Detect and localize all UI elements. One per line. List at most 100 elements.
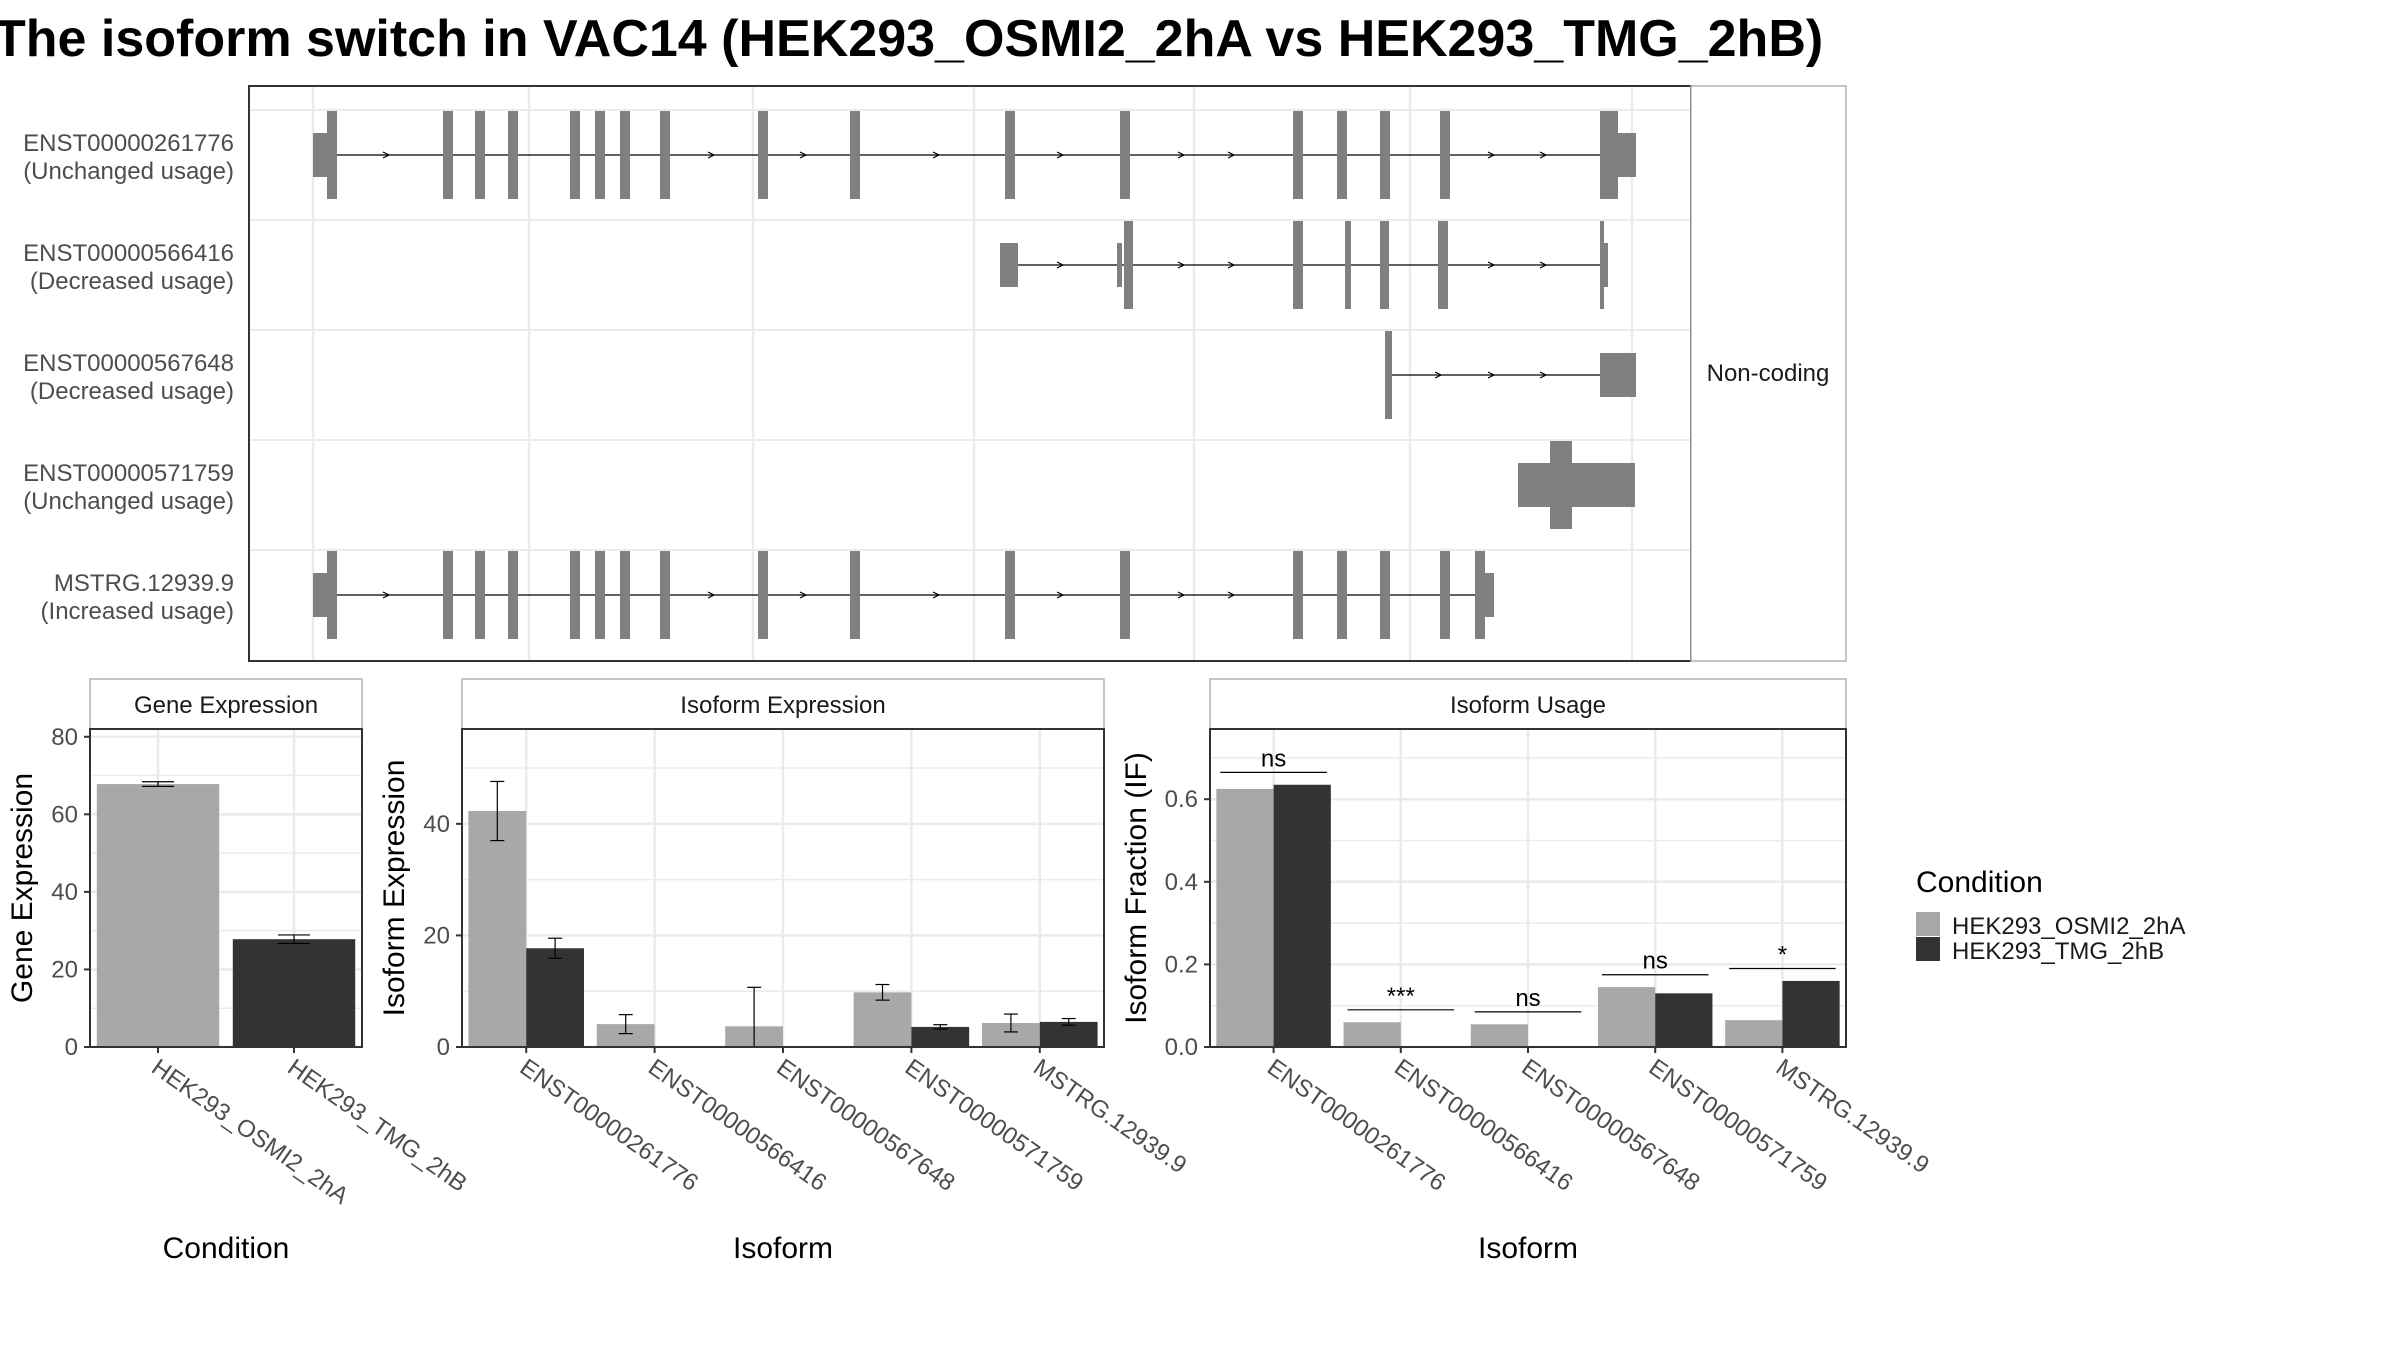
iso-expr-bars: [468, 780, 1098, 1048]
iso-usage-significance-label: *: [1778, 942, 1787, 969]
iso-expr-bar: [982, 1023, 1040, 1047]
iso-usage-y-ticks: 0.0 0.2 0.4 0.6: [1165, 786, 1210, 1061]
iso-usage-bar: [1273, 784, 1331, 1047]
coding-exon: [620, 551, 630, 639]
transcript-usage-label: (Unchanged usage): [23, 158, 234, 185]
intron-direction-arrow: [1227, 151, 1236, 159]
gene-y-tick-label: 0: [65, 1034, 78, 1061]
iso-expr-strip-title: Isoform Expression: [680, 692, 885, 719]
coding-exon: [1337, 551, 1347, 639]
intron-direction-arrow: [1177, 261, 1186, 269]
iso-expr-bar: [1039, 1021, 1098, 1047]
iso-usage-strip-title: Isoform Usage: [1450, 692, 1606, 719]
coding-exon: [327, 111, 337, 199]
iso-expr-bar: [596, 1024, 655, 1047]
intron-direction-arrow: [799, 151, 808, 159]
iso-usage-bar: [1597, 987, 1656, 1047]
gene-y-tick-label: 80: [51, 724, 78, 751]
iso-usage-bar: [1343, 1022, 1401, 1047]
coding-exon: [1380, 111, 1390, 199]
iso-usage-y-tick-label: 0.2: [1165, 951, 1198, 978]
coding-exon: [1440, 551, 1450, 639]
intron-direction-arrow: [799, 591, 808, 599]
utr-exon: [1117, 243, 1122, 287]
coding-exon: [475, 111, 485, 199]
utr-exon: [1604, 243, 1608, 287]
coding-exon: [1293, 551, 1303, 639]
coding-exon: [327, 551, 337, 639]
gene-y-axis-label: Gene Expression: [6, 773, 39, 1003]
coding-exon: [1380, 221, 1389, 309]
iso-expr-strip: [461, 678, 1105, 730]
transcript-usage-label: (Decreased usage): [30, 378, 234, 405]
coding-exon: [660, 551, 670, 639]
intron-direction-arrow: [707, 151, 716, 159]
iso-usage-significance-label: ns: [1261, 745, 1286, 772]
iso-usage-bars: [1216, 784, 1840, 1047]
coding-exon: [850, 551, 860, 639]
isoform-usage-panel: Isoform Usage ns *** ns ns * 0.0 0.2 0.4 0.6 EN…: [1120, 678, 1934, 1265]
coding-exon: [508, 111, 518, 199]
coding-exon: [1380, 551, 1390, 639]
intron-direction-arrow: [1434, 371, 1443, 379]
structure-tracks: [313, 111, 1636, 639]
intron-direction-arrow: [932, 151, 941, 159]
intron-direction-arrow: [382, 591, 391, 599]
iso-expr-y-tick-label: 20: [423, 922, 450, 949]
utr-exon: [1485, 573, 1494, 617]
transcript-id-label: ENST00000261776: [23, 130, 234, 157]
gene-bar: [96, 784, 220, 1047]
iso-expr-bar: [526, 948, 584, 1047]
legend-title: Condition: [1916, 866, 2043, 899]
coding-exon: [758, 111, 768, 199]
gene-bar: [232, 939, 356, 1047]
coding-exon: [1293, 111, 1303, 199]
structure-strip: [1690, 85, 1847, 662]
iso-usage-y-axis-label: Isoform Fraction (IF): [1120, 752, 1153, 1024]
gene-plot-border: [89, 728, 363, 1048]
transcript-usage-label: (Unchanged usage): [23, 488, 234, 515]
intron-direction-arrow: [1539, 261, 1548, 269]
intron-direction-arrow: [1539, 151, 1548, 159]
transcript-id-label: MSTRG.12939.9: [54, 570, 234, 597]
iso-usage-significance: ns *** ns ns *: [1220, 745, 1836, 1013]
gene-x-axis-label: Condition: [163, 1232, 290, 1265]
coding-exon: [1600, 221, 1604, 309]
gene-strip: [89, 678, 363, 730]
coding-exon: [475, 551, 485, 639]
iso-usage-y-tick-label: 0.6: [1165, 786, 1198, 813]
iso-expr-y-axis-label: Isoform Expression: [378, 760, 411, 1017]
iso-usage-significance-label: ns: [1643, 948, 1668, 975]
iso-expr-y-tick-label: 0: [437, 1034, 450, 1061]
iso-expr-x-axis-label: Isoform: [733, 1232, 833, 1265]
iso-usage-bar: [1725, 1020, 1783, 1047]
transcript-id-label: ENST00000571759: [23, 460, 234, 487]
structure-panel: Non-coding ENST00000261776(Unchanged usa…: [23, 85, 1847, 662]
coding-exon: [570, 551, 580, 639]
gene-bars: [96, 781, 356, 1047]
coding-exon: [595, 551, 605, 639]
coding-exon: [1005, 111, 1015, 199]
legend-swatch-cond-a: [1916, 912, 1940, 936]
intron-direction-arrow: [1177, 591, 1186, 599]
coding-exon: [570, 111, 580, 199]
coding-exon: [1550, 441, 1572, 529]
legend-label-cond-a: HEK293_OSMI2_2hA: [1952, 913, 2185, 940]
coding-exon: [443, 111, 453, 199]
iso-expr-bar: [911, 1026, 970, 1047]
gene-y-tick-label: 60: [51, 801, 78, 828]
intron-direction-arrow: [1539, 371, 1548, 379]
iso-usage-bar: [1655, 993, 1713, 1047]
iso-usage-y-tick-label: 0.4: [1165, 869, 1198, 896]
iso-usage-y-tick-label: 0.0: [1165, 1034, 1198, 1061]
utr-exon: [1618, 133, 1636, 177]
coding-exon: [1293, 221, 1303, 309]
utr-exon: [1600, 353, 1636, 397]
coding-exon: [508, 551, 518, 639]
coding-exon: [1600, 111, 1618, 199]
structure-strip-label: Non-coding: [1707, 360, 1830, 387]
coding-exon: [850, 111, 860, 199]
intron-direction-arrow: [932, 591, 941, 599]
utr-exon: [1518, 463, 1550, 507]
coding-exon: [1005, 551, 1015, 639]
